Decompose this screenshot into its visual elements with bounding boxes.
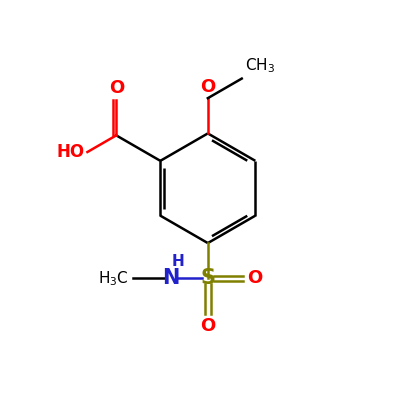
Text: H$_3$C: H$_3$C — [98, 269, 128, 288]
Text: N: N — [162, 268, 179, 288]
Text: O: O — [200, 317, 216, 335]
Text: H: H — [171, 254, 184, 268]
Text: O: O — [247, 269, 262, 287]
Text: O: O — [200, 78, 216, 96]
Text: O: O — [109, 79, 124, 97]
Text: S: S — [200, 268, 215, 288]
Text: CH$_3$: CH$_3$ — [245, 57, 275, 76]
Text: HO: HO — [56, 143, 84, 161]
